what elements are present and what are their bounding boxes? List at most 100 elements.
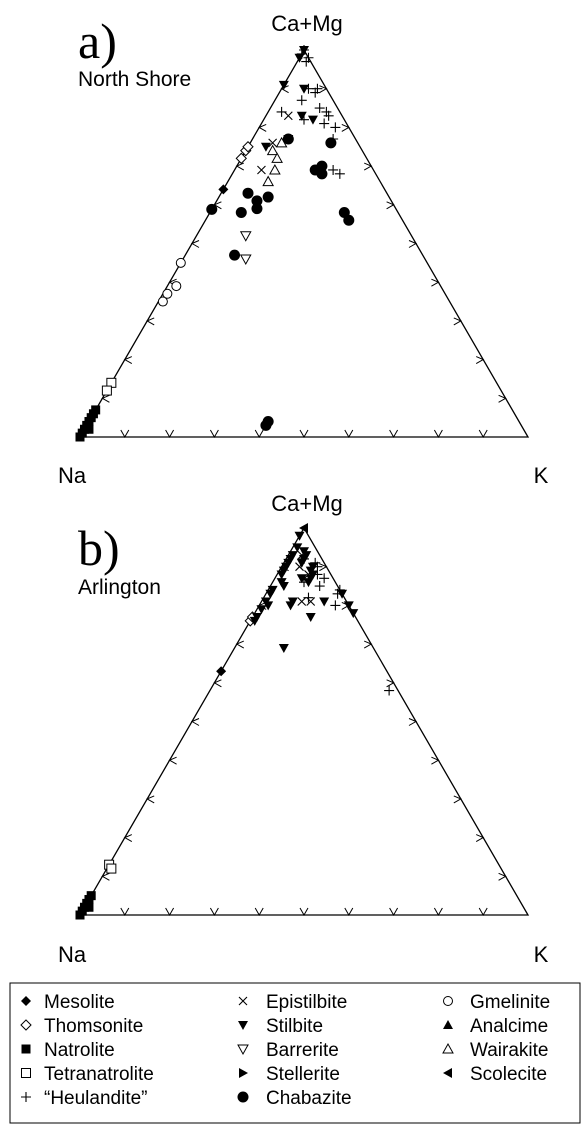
panel-a-point-wairakite: [262, 175, 275, 187]
legend-label-barrerite: Barrerite: [266, 1040, 339, 1061]
legend-symbol-mesolite: [21, 996, 31, 1006]
panel-b-point-stilbite: [348, 609, 359, 619]
panel-a-left-tick: [190, 240, 200, 248]
panel-a-point-chabazite: [325, 137, 337, 149]
panel-b-bottom-tick: [254, 907, 264, 917]
panel-b-bottom-tick: [433, 907, 443, 917]
legend-symbol-gmelinite: [443, 996, 453, 1006]
legend-symbol-heulandite: [21, 1092, 31, 1102]
legend-symbol-tetranatrolite: [21, 1068, 31, 1078]
legend-item-mesolite: Mesolite: [21, 992, 115, 1013]
legend-item-thomsonite: Thomsonite: [20, 1016, 143, 1037]
panel-b-arlington: b) Arlington Ca+Mg Na K: [58, 491, 549, 967]
panel-b-bottom-tick: [209, 907, 219, 917]
panel-a-point-barrerite: [239, 254, 252, 266]
legend-symbol-stilbite: [238, 1021, 248, 1030]
panel-a-bottom-tick: [478, 429, 488, 439]
panel-a-north-shore: a) North Shore Ca+Mg Na K: [58, 11, 549, 488]
panel-b-point-stilbite: [305, 566, 316, 576]
panel-a-bottom-tick: [254, 429, 264, 439]
panel-a-point-thomsonite: [235, 152, 247, 165]
panel-a-point-gmelinite: [175, 257, 186, 268]
panel-a-point-heulandite: [334, 168, 345, 179]
legend-item-wairakite: Wairakite: [442, 1040, 548, 1061]
panel-b-top-vertex-label: Ca+Mg: [271, 491, 343, 516]
panel-b-point-stilbite: [305, 613, 316, 623]
panel-a-point-gmelinite: [157, 296, 168, 307]
panel-a-left-tick: [146, 317, 155, 326]
panel-a-left-tick: [280, 85, 289, 94]
legend-item-tetranatrolite: Tetranatrolite: [21, 1064, 154, 1085]
panel-a-point-chabazite: [262, 191, 274, 203]
panel-a-right-tick: [341, 123, 350, 132]
panel-a-point-chabazite: [206, 203, 218, 215]
panel-a-point-mesolite: [218, 184, 229, 195]
panel-b-point-stilbite: [276, 570, 287, 580]
legend-item-chabazite: Chabazite: [237, 1088, 352, 1109]
panel-b-left-tick: [235, 640, 245, 649]
panel-b-point-stilbite: [319, 597, 330, 607]
panel-b-triangle-frame: [78, 526, 530, 917]
panel-b-bottom-tick: [478, 907, 488, 917]
panel-a-right-vertex-label: K: [534, 463, 549, 488]
legend-symbol-scolecite: [443, 1068, 452, 1078]
panel-a-right-tick: [453, 317, 462, 326]
panel-a-right-tick: [475, 356, 485, 365]
legend-symbol-wairakite: [442, 1042, 454, 1054]
panel-a-bottom-tick: [209, 429, 219, 439]
legend-label-analcime: Analcime: [470, 1016, 548, 1037]
panel-b-right-tick: [408, 718, 418, 726]
panel-a-left-vertex-label: Na: [58, 463, 87, 488]
panel-b-bottom-tick: [299, 907, 309, 917]
panel-a-point-heulandite: [328, 164, 339, 175]
panel-a-title: North Shore: [78, 68, 191, 91]
panel-a-right-tick: [386, 201, 395, 210]
panel-a-point-heulandite: [301, 56, 312, 67]
panel-a-point-wairakite: [275, 136, 288, 148]
panel-b-left-tick: [123, 834, 133, 843]
panel-b-point-stilbite: [296, 574, 307, 584]
legend-symbol-epistilbite: [238, 996, 248, 1006]
panel-a-right-tick: [408, 240, 418, 248]
panel-b-point-stilbite: [287, 597, 298, 607]
panel-b-point-stilbite: [265, 589, 276, 599]
panel-b-point-stilbite: [278, 643, 289, 653]
legend-item-analcime: Analcime: [443, 1016, 548, 1037]
panel-a-point-stilbite: [299, 46, 309, 55]
legend-item-gmelinite: Gmelinite: [443, 992, 550, 1013]
panel-b-bottom-tick: [344, 907, 354, 917]
panel-a-point-chabazite: [282, 133, 294, 145]
panel-a-point-stilbite: [294, 53, 305, 63]
panel-a-letter: a): [78, 13, 117, 69]
panel-a-point-gmelinite: [162, 288, 173, 299]
legend-label-wairakite: Wairakite: [470, 1040, 548, 1061]
panel-a-point-chabazite: [242, 187, 254, 199]
panel-b-point-stilbite: [299, 547, 309, 557]
panel-a-bottom-tick: [344, 429, 354, 439]
legend-label-stellerite: Stellerite: [266, 1064, 340, 1085]
panel-a-right-tick: [431, 278, 440, 287]
legend-label-tetranatrolite: Tetranatrolite: [44, 1064, 154, 1085]
legend-label-chabazite: Chabazite: [266, 1088, 352, 1109]
panel-a-bottom-tick: [433, 429, 443, 439]
panel-b-point-stilbite: [263, 601, 274, 611]
panel-a-point-natrolite: [84, 424, 94, 434]
panel-b-point-heulandite: [384, 685, 395, 696]
panel-b-point-heulandite: [330, 600, 341, 611]
panel-b-left-tick: [146, 795, 155, 804]
legend-item-stellerite: Stellerite: [239, 1064, 340, 1085]
panel-b-point-tetranatrolite: [106, 863, 117, 874]
panel-b-point-stilbite: [249, 616, 260, 626]
legend-item-heulandite: “Heulandite”: [21, 1088, 148, 1109]
panel-b-point-epistilbite: [297, 597, 307, 606]
panel-a-point-stilbite: [307, 115, 318, 125]
panel-a-point-chabazite: [316, 168, 328, 180]
panel-a-right-tick: [498, 394, 507, 403]
panel-a-point-chabazite: [235, 207, 247, 219]
panel-a-point-heulandite: [296, 95, 307, 106]
legend-symbol-analcime: [443, 1020, 453, 1029]
panel-b-point-stilbite: [292, 543, 303, 553]
panel-a-point-stilbite: [278, 80, 289, 90]
panel-b-bottom-tick: [165, 907, 175, 917]
